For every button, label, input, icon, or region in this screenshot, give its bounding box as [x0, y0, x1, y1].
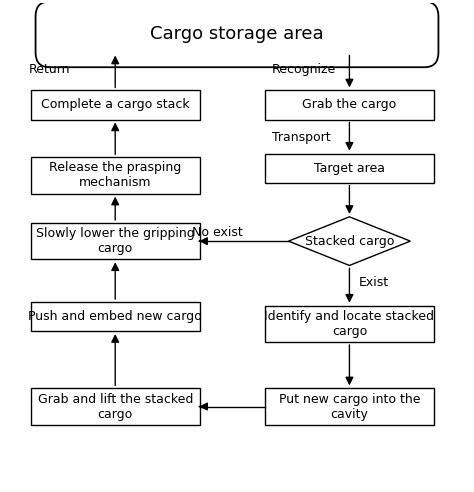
Text: Transport: Transport	[272, 131, 331, 144]
FancyBboxPatch shape	[31, 223, 200, 259]
Polygon shape	[289, 217, 410, 266]
Text: Release the prasping
mechanism: Release the prasping mechanism	[49, 161, 182, 189]
Text: Slowly lower the gripping
cargo: Slowly lower the gripping cargo	[36, 227, 195, 255]
FancyBboxPatch shape	[31, 388, 200, 425]
FancyBboxPatch shape	[265, 154, 434, 183]
Text: Push and embed new cargo: Push and embed new cargo	[28, 310, 202, 323]
Text: Target area: Target area	[314, 162, 385, 175]
FancyBboxPatch shape	[265, 91, 434, 120]
Text: Stacked cargo: Stacked cargo	[305, 235, 394, 247]
FancyBboxPatch shape	[31, 302, 200, 331]
Text: Complete a cargo stack: Complete a cargo stack	[41, 98, 190, 111]
Text: Return: Return	[28, 63, 70, 76]
Text: Recognize: Recognize	[272, 63, 337, 76]
FancyBboxPatch shape	[31, 91, 200, 120]
FancyBboxPatch shape	[31, 157, 200, 194]
FancyBboxPatch shape	[36, 1, 438, 67]
Text: Put new cargo into the
cavity: Put new cargo into the cavity	[279, 393, 420, 421]
Text: Cargo storage area: Cargo storage area	[150, 26, 324, 43]
Text: Identify and locate stacked
cargo: Identify and locate stacked cargo	[264, 310, 435, 338]
Text: No exist: No exist	[192, 226, 243, 239]
Text: Grab the cargo: Grab the cargo	[302, 98, 397, 111]
Text: Grab and lift the stacked
cargo: Grab and lift the stacked cargo	[37, 393, 193, 421]
Text: Exist: Exist	[359, 276, 389, 289]
FancyBboxPatch shape	[265, 388, 434, 425]
FancyBboxPatch shape	[265, 306, 434, 342]
